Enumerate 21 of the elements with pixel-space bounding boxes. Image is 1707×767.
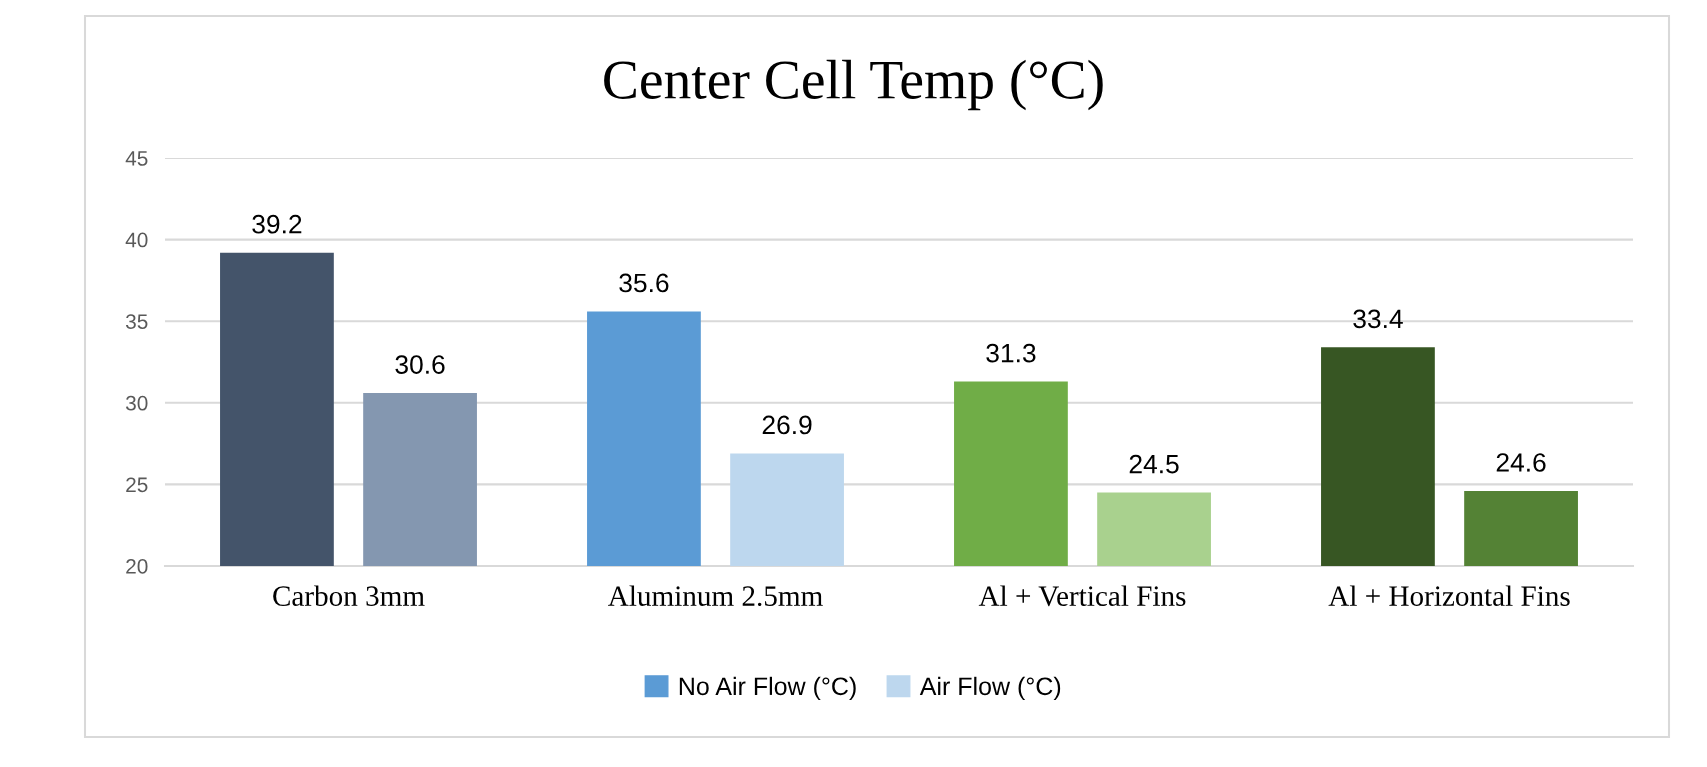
data-label: 26.9 xyxy=(762,415,812,435)
legend-label: Air Flow (°C) xyxy=(919,676,1061,701)
x-tick-label: Carbon 3mm xyxy=(273,585,425,606)
data-label: 35.6 xyxy=(619,273,669,293)
x-tick-label: Aluminum 2.5mm xyxy=(608,585,823,607)
x-tick-label: Al + Vertical Fins xyxy=(978,585,1186,607)
y-tick-label: 35 xyxy=(125,314,148,329)
data-label: 30.6 xyxy=(395,355,445,374)
x-tick-label: Al + Horizontal Fins xyxy=(1328,585,1570,606)
chart-title: Center Cell Temp (°C) xyxy=(604,59,1103,111)
data-label: 24.5 xyxy=(1129,454,1179,474)
y-tick-label: 20 xyxy=(126,559,148,574)
y-tick-label: 25 xyxy=(126,477,148,493)
data-label: 31.3 xyxy=(986,343,1036,363)
data-label: 39.2 xyxy=(252,214,302,234)
data-label: 24.6 xyxy=(1496,453,1546,472)
data-label: 33.4 xyxy=(1353,309,1403,329)
y-tick-label: 40 xyxy=(125,232,148,248)
y-tick-label: 30 xyxy=(125,395,148,411)
legend-label: No Air Flow (°C) xyxy=(679,676,856,701)
y-tick-label: 45 xyxy=(125,151,148,166)
